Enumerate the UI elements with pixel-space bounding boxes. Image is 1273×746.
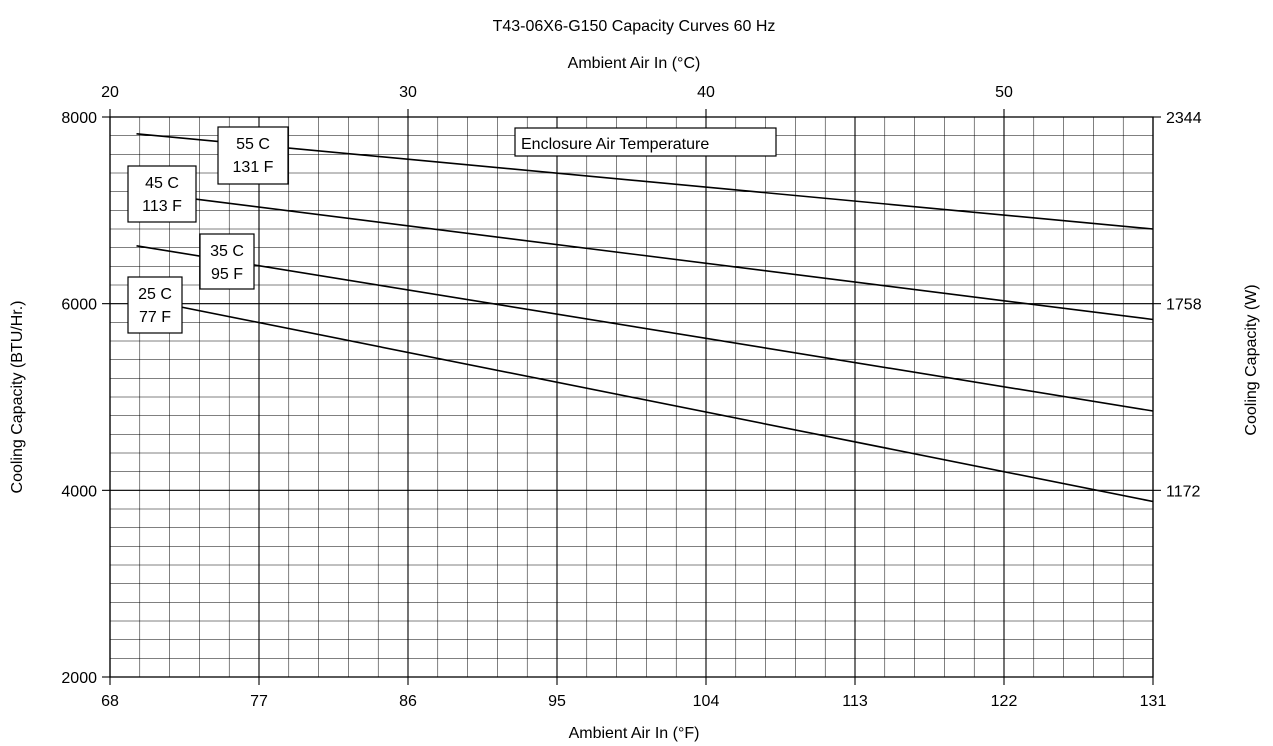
series-label-text: 45 C <box>145 175 179 192</box>
series-label-3: 25 C 77 F <box>127 276 183 334</box>
series-label-box <box>127 165 197 223</box>
y-tick-label: 8000 <box>61 110 97 127</box>
x-tick-label: 104 <box>693 693 720 710</box>
series-label-text: 25 C <box>138 286 172 303</box>
series-line-2 <box>136 245 1154 412</box>
x2-tick-label: 40 <box>697 84 715 101</box>
series-labels: 55 C 131 F 45 C 113 F 35 C 95 F 25 C 77 F <box>127 126 289 334</box>
y2-tick-label: 1172 <box>1166 483 1201 500</box>
y-tick-label: 4000 <box>61 483 97 500</box>
x-tick-label: 113 <box>842 693 868 710</box>
x-tick-label: 86 <box>399 693 417 710</box>
series-label-1: 45 C 113 F <box>127 165 197 223</box>
series-line-0 <box>136 133 1154 230</box>
major-grid <box>109 116 1154 678</box>
series-lines <box>136 133 1154 503</box>
series-label-text: 113 F <box>142 198 182 215</box>
plot-frame <box>109 116 1154 678</box>
bottom-axis-label: Ambient Air In (°F) <box>569 725 700 742</box>
series-label-2: 35 C 95 F <box>199 233 255 290</box>
x-tick-label: 122 <box>991 693 1018 710</box>
series-line-1 <box>136 190 1154 321</box>
series-label-0: 55 C 131 F <box>217 126 289 185</box>
y2-tick-label: 2344 <box>1166 110 1202 127</box>
x2-tick-label: 30 <box>399 84 417 101</box>
series-label-text: 95 F <box>211 266 243 283</box>
series-label-box <box>217 126 289 185</box>
axis-ticks: 68 77 86 95 104 113 122 131 2000 4000 6000 8000 2344… <box>61 84 1201 710</box>
x-tick-label: 131 <box>1140 693 1167 710</box>
top-axis-label: Ambient Air In (°C) <box>568 55 701 72</box>
y2-tick-label: 1758 <box>1166 297 1202 314</box>
chart-title: T43-06X6-G150 Capacity Curves 60 Hz <box>493 18 776 35</box>
x2-tick-label: 20 <box>101 84 119 101</box>
x-tick-label: 95 <box>548 693 566 710</box>
series-label-text: 131 F <box>233 159 274 176</box>
y-tick-label: 6000 <box>61 297 97 314</box>
x-tick-label: 77 <box>250 693 268 710</box>
series-label-text: 55 C <box>236 136 270 153</box>
left-axis-label: Cooling Capacity (BTU/Hr.) <box>9 301 26 494</box>
x-tick-label: 68 <box>101 693 119 710</box>
y-tick-label: 2000 <box>61 670 97 687</box>
legend-title: Enclosure Air Temperature <box>521 136 709 153</box>
series-label-box <box>199 233 255 290</box>
legend-title-box: Enclosure Air Temperature <box>514 127 777 157</box>
series-label-box <box>127 276 183 334</box>
right-axis-label: Cooling Capacity (W) <box>1243 284 1260 435</box>
series-line-3 <box>136 297 1154 503</box>
x2-tick-label: 50 <box>995 84 1013 101</box>
series-label-text: 77 F <box>139 309 171 326</box>
series-label-text: 35 C <box>210 243 244 260</box>
